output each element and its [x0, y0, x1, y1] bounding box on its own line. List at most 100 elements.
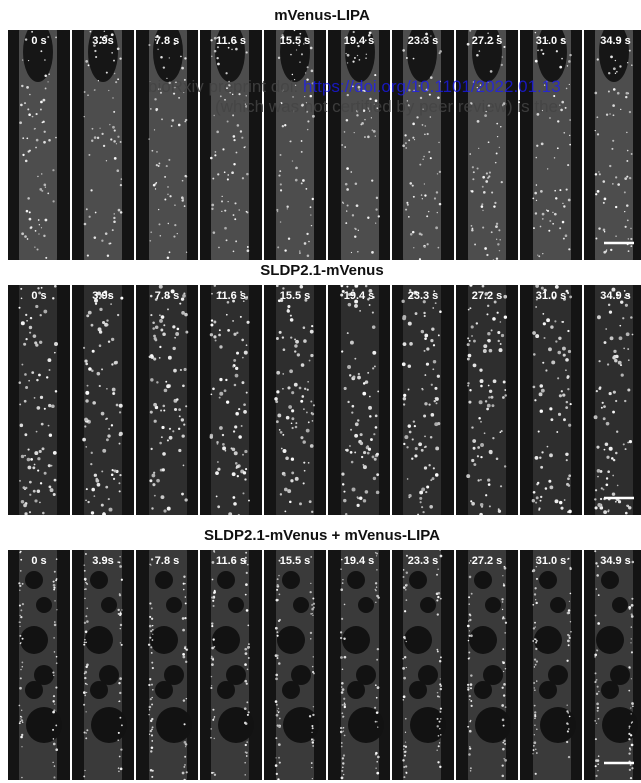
speckle [568, 510, 572, 514]
speckle [438, 247, 440, 249]
speckle [233, 359, 236, 362]
speckle [611, 457, 614, 460]
speckle [615, 452, 618, 455]
speckle [341, 746, 343, 748]
speckle [373, 477, 376, 480]
time-label: 11.6 s [216, 290, 246, 302]
speckle [567, 388, 569, 390]
speckle [596, 693, 598, 695]
speckle [482, 176, 485, 179]
time-label: 11.6 s [216, 555, 246, 567]
speckle [84, 770, 85, 771]
speckle [301, 151, 303, 153]
speckle [568, 558, 570, 560]
speckle [163, 66, 165, 68]
speckle [533, 569, 535, 571]
speckle [341, 691, 344, 694]
speckle [287, 489, 291, 493]
speckle [120, 768, 123, 771]
speckle [232, 496, 235, 499]
speckle [359, 496, 362, 499]
frame: 27.2 s [456, 540, 518, 783]
speckle [403, 699, 404, 700]
speckle [119, 717, 121, 719]
speckle [487, 305, 489, 307]
speckle [435, 397, 439, 401]
speckle [183, 424, 185, 426]
speckle [310, 583, 311, 584]
speckle [354, 358, 356, 360]
speckle [613, 88, 616, 91]
speckle [283, 474, 285, 476]
speckle [504, 316, 507, 319]
speckle [483, 344, 487, 348]
vacuole [166, 597, 182, 613]
speckle [51, 465, 53, 467]
speckle [95, 303, 97, 305]
speckle [473, 447, 476, 450]
speckle [436, 599, 438, 601]
speckle [112, 388, 116, 392]
speckle [346, 286, 348, 288]
speckle [304, 470, 306, 472]
speckle [168, 223, 169, 224]
speckle [34, 451, 38, 455]
speckle [615, 206, 617, 208]
speckle [609, 113, 610, 114]
speckle [415, 312, 418, 315]
speckle [38, 233, 39, 234]
speckle [245, 774, 246, 775]
frame-image [264, 20, 326, 270]
speckle [55, 390, 57, 392]
speckle [480, 479, 482, 481]
frame-image [72, 540, 134, 783]
speckle [532, 753, 533, 754]
speckle [554, 320, 556, 322]
speckle [371, 117, 372, 118]
speckle [247, 668, 249, 670]
speckle [182, 617, 185, 620]
speckle [421, 330, 424, 333]
speckle [439, 728, 440, 729]
speckle [226, 239, 228, 241]
speckle [161, 118, 163, 120]
speckle [568, 756, 570, 758]
speckle [302, 440, 305, 443]
speckle [112, 97, 113, 98]
speckle [422, 158, 424, 160]
speckle [19, 604, 21, 606]
vacuole [485, 597, 501, 613]
speckle [409, 431, 412, 434]
speckle [217, 63, 220, 66]
speckle [20, 609, 22, 611]
speckle [114, 157, 117, 160]
speckle [185, 602, 187, 604]
speckle [351, 252, 352, 253]
speckle [152, 625, 153, 626]
watermark-prefix: bioRxiv preprint doi: [148, 77, 298, 96]
speckle [341, 770, 343, 772]
speckle [20, 570, 22, 572]
speckle [295, 340, 299, 344]
speckle [631, 744, 634, 747]
speckle [165, 381, 167, 383]
speckle [171, 125, 173, 127]
speckle [542, 53, 544, 55]
speckle [308, 462, 310, 464]
speckle [212, 387, 215, 390]
speckle [555, 499, 559, 503]
speckle [598, 691, 600, 693]
speckle [565, 234, 568, 237]
speckle [347, 62, 348, 63]
speckle [375, 223, 376, 224]
speckle [295, 167, 298, 170]
speckle [629, 728, 630, 729]
speckle [468, 596, 470, 598]
speckle [567, 477, 570, 480]
speckle [559, 104, 560, 105]
speckle [497, 312, 499, 314]
speckle [84, 731, 86, 733]
vacuole [347, 681, 365, 699]
speckle [111, 338, 114, 341]
speckle [119, 57, 121, 59]
